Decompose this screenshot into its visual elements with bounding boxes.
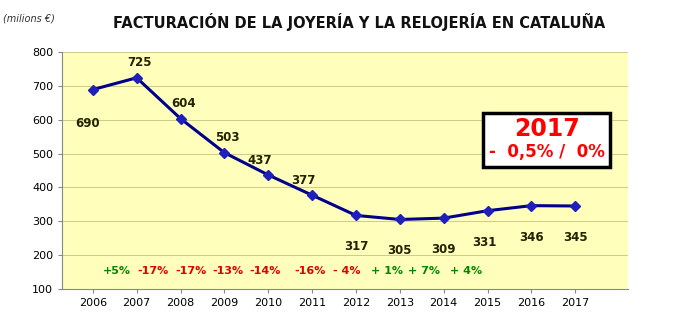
Text: -  0,5% /  0%: - 0,5% / 0% xyxy=(489,143,604,161)
Text: 725: 725 xyxy=(127,56,152,70)
Text: 2017: 2017 xyxy=(514,117,580,141)
Text: + 7%: + 7% xyxy=(408,266,440,276)
Text: (milions €): (milions €) xyxy=(3,13,55,23)
Text: -17%: -17% xyxy=(138,266,169,276)
Text: 305: 305 xyxy=(388,244,412,257)
FancyBboxPatch shape xyxy=(483,113,611,167)
Text: 503: 503 xyxy=(215,131,239,144)
Text: 346: 346 xyxy=(519,231,544,244)
Text: -17%: -17% xyxy=(175,266,206,276)
Text: 437: 437 xyxy=(248,154,272,167)
Text: -16%: -16% xyxy=(294,266,326,276)
Text: 604: 604 xyxy=(171,97,195,110)
Text: - 4%: - 4% xyxy=(333,266,360,276)
Text: FACTURACIÓN DE LA JOYERÍA Y LA RELOJERÍA EN CATALUÑA: FACTURACIÓN DE LA JOYERÍA Y LA RELOJERÍA… xyxy=(112,13,605,31)
Text: +5%: +5% xyxy=(103,266,131,276)
Text: -13%: -13% xyxy=(213,266,244,276)
Text: -14%: -14% xyxy=(250,266,281,276)
Text: 331: 331 xyxy=(473,236,497,249)
Text: + 4%: + 4% xyxy=(450,266,482,276)
Text: + 1%: + 1% xyxy=(371,266,403,276)
Text: 309: 309 xyxy=(431,243,456,256)
Text: 690: 690 xyxy=(75,117,99,130)
Text: 377: 377 xyxy=(292,174,316,187)
Text: 345: 345 xyxy=(563,231,588,244)
Text: 317: 317 xyxy=(344,240,368,254)
